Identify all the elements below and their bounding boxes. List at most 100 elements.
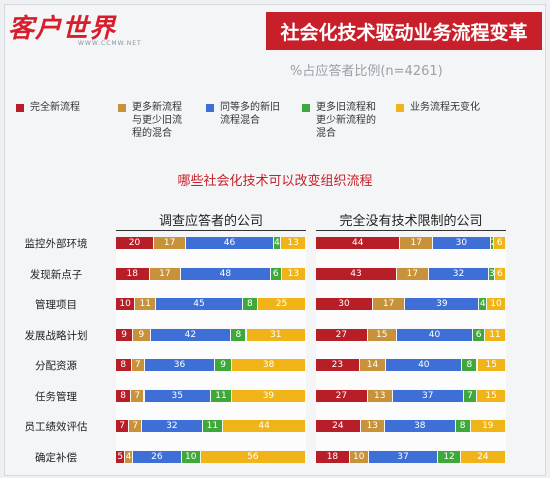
bar-segment: 7 bbox=[116, 420, 129, 432]
bar-segment: 17 bbox=[373, 298, 405, 310]
bar-segment: 12 bbox=[438, 450, 460, 463]
bar-segment: 17 bbox=[396, 267, 428, 280]
bar-segment: 25 bbox=[258, 298, 305, 310]
bar-segment: 7 bbox=[129, 420, 142, 432]
row-label: 发现新点子 bbox=[29, 268, 83, 281]
connector-band bbox=[477, 371, 506, 390]
connector-band bbox=[181, 249, 274, 268]
logo-subtext: WWW.CCMW.NET bbox=[78, 40, 142, 47]
connector-band bbox=[489, 249, 495, 268]
bar-segment: 44 bbox=[223, 420, 305, 432]
connector-band bbox=[181, 432, 224, 451]
connector-band bbox=[494, 249, 506, 268]
connector-band bbox=[359, 340, 397, 359]
row-label: 确定补偿 bbox=[35, 451, 77, 464]
bar-segment: 8 bbox=[116, 389, 131, 402]
bar-segment: 18 bbox=[316, 450, 349, 463]
bar-segment: 20 bbox=[116, 237, 153, 249]
bar-segment: 18 bbox=[116, 267, 149, 280]
bar-segment: 17 bbox=[154, 237, 186, 249]
connector-band bbox=[214, 340, 247, 359]
bar-segment: 44 bbox=[316, 237, 400, 249]
bar-segment: 9 bbox=[133, 328, 150, 341]
legend-swatch bbox=[118, 104, 126, 112]
bar-segment: 56 bbox=[200, 450, 305, 463]
bar-segment: 8 bbox=[116, 359, 131, 371]
bar-segment: 10 bbox=[487, 298, 505, 310]
connector-band bbox=[396, 310, 480, 329]
connector-band bbox=[396, 249, 434, 268]
connector-band bbox=[462, 340, 485, 359]
logo: 客户世界 bbox=[8, 14, 117, 44]
row-label: 分配资源 bbox=[35, 360, 77, 372]
bar-segment: 19 bbox=[470, 420, 505, 432]
bar-segment: 32 bbox=[428, 267, 489, 280]
bar-segment: 43 bbox=[316, 267, 396, 280]
connector-band bbox=[135, 279, 182, 298]
connector-band bbox=[116, 279, 150, 298]
connector-band bbox=[116, 401, 132, 420]
connector-band bbox=[142, 401, 211, 420]
connector-band bbox=[316, 371, 368, 390]
bar-segment: 4 bbox=[125, 450, 132, 463]
bar-segment: 24 bbox=[316, 420, 360, 432]
connector-band bbox=[349, 432, 385, 451]
connector-band bbox=[479, 279, 495, 298]
row-label: 监控外部环境 bbox=[24, 238, 88, 250]
left-panel-title: 调查应答者的公司 bbox=[158, 214, 263, 229]
connector-band bbox=[258, 279, 306, 298]
connector-band bbox=[373, 279, 429, 298]
bar-segment: 7 bbox=[131, 389, 144, 402]
connector-band bbox=[316, 432, 361, 451]
row-label: 员工绩效评估 bbox=[24, 421, 88, 433]
bar-segment: 13 bbox=[281, 267, 305, 280]
connector-band bbox=[316, 401, 368, 420]
bar-segment: 35 bbox=[144, 389, 210, 402]
bar-segment: 23 bbox=[316, 359, 359, 371]
bar-segment: 46 bbox=[186, 237, 273, 249]
connector-band bbox=[405, 279, 490, 298]
connector-band bbox=[386, 340, 474, 359]
connector-band bbox=[316, 249, 401, 268]
bar-segment: 40 bbox=[396, 328, 473, 341]
legend-label: 更多新流程 与更少旧流 程的混合 bbox=[132, 102, 182, 139]
connector-band bbox=[116, 310, 136, 329]
bar-segment: 6 bbox=[270, 267, 281, 280]
bar-segment: 15 bbox=[477, 359, 505, 371]
connector-band bbox=[462, 371, 478, 390]
connector-band bbox=[368, 432, 456, 451]
connector-band bbox=[144, 371, 215, 390]
bar-segment: 38 bbox=[384, 420, 455, 432]
connector-band bbox=[116, 432, 130, 451]
bar-segment: 11 bbox=[202, 420, 223, 432]
bar-segment: 8 bbox=[462, 359, 477, 371]
connector-band bbox=[477, 340, 506, 359]
connector-band bbox=[460, 432, 506, 451]
bar-segment: 13 bbox=[360, 420, 384, 432]
bar-segment: 48 bbox=[181, 267, 270, 280]
bar-segment: 8 bbox=[242, 298, 257, 310]
bar-segment: 6 bbox=[494, 237, 505, 249]
connector-band bbox=[150, 310, 243, 329]
bar-segment: 37 bbox=[368, 450, 438, 463]
connector-band bbox=[455, 401, 478, 420]
bar-segment: 27 bbox=[316, 389, 367, 402]
connector-band bbox=[129, 401, 145, 420]
bar-segment: 45 bbox=[156, 298, 242, 310]
connector-band bbox=[200, 432, 306, 451]
bar-segment: 8 bbox=[231, 328, 246, 341]
bar-segment: 5 bbox=[116, 450, 125, 463]
connector-band bbox=[242, 279, 282, 298]
row-label: 发展战略计划 bbox=[24, 329, 88, 342]
connector-band bbox=[223, 401, 306, 420]
connector-band bbox=[133, 310, 157, 329]
connector-band bbox=[132, 432, 203, 451]
bar-segment: 2 bbox=[490, 237, 494, 249]
connector-band bbox=[145, 340, 232, 359]
connector-band bbox=[367, 310, 406, 329]
connector-band bbox=[484, 310, 506, 329]
row-label: 任务管理 bbox=[35, 390, 77, 403]
connector-band bbox=[131, 340, 151, 359]
bar-segment: 27 bbox=[316, 328, 367, 341]
bar-segment: 42 bbox=[150, 328, 231, 341]
